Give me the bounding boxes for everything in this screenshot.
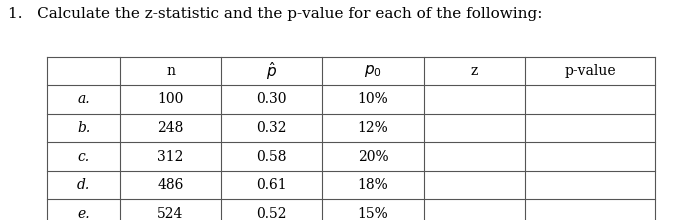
Text: 15%: 15% — [358, 207, 389, 220]
Text: 18%: 18% — [358, 178, 389, 192]
Text: 486: 486 — [158, 178, 184, 192]
Text: 248: 248 — [158, 121, 184, 135]
Text: n: n — [166, 64, 175, 78]
Text: 20%: 20% — [358, 150, 389, 164]
Text: 0.52: 0.52 — [257, 207, 287, 220]
Text: 0.30: 0.30 — [257, 92, 287, 106]
Text: d.: d. — [77, 178, 90, 192]
Text: 12%: 12% — [358, 121, 389, 135]
Text: c.: c. — [78, 150, 90, 164]
Text: b.: b. — [77, 121, 90, 135]
Text: a.: a. — [77, 92, 90, 106]
Text: 312: 312 — [158, 150, 184, 164]
Text: 0.58: 0.58 — [257, 150, 287, 164]
Text: 100: 100 — [158, 92, 184, 106]
Text: 1.   Calculate the z-statistic and the p-value for each of the following:: 1. Calculate the z-statistic and the p-v… — [8, 7, 542, 21]
Text: 0.61: 0.61 — [256, 178, 287, 192]
Text: 0.32: 0.32 — [257, 121, 287, 135]
Text: $\hat{p}$: $\hat{p}$ — [266, 60, 277, 82]
Text: e.: e. — [77, 207, 90, 220]
Text: 524: 524 — [158, 207, 184, 220]
Text: 10%: 10% — [358, 92, 389, 106]
Text: $p_0$: $p_0$ — [364, 63, 382, 79]
Text: z: z — [471, 64, 478, 78]
Text: p-value: p-value — [564, 64, 616, 78]
